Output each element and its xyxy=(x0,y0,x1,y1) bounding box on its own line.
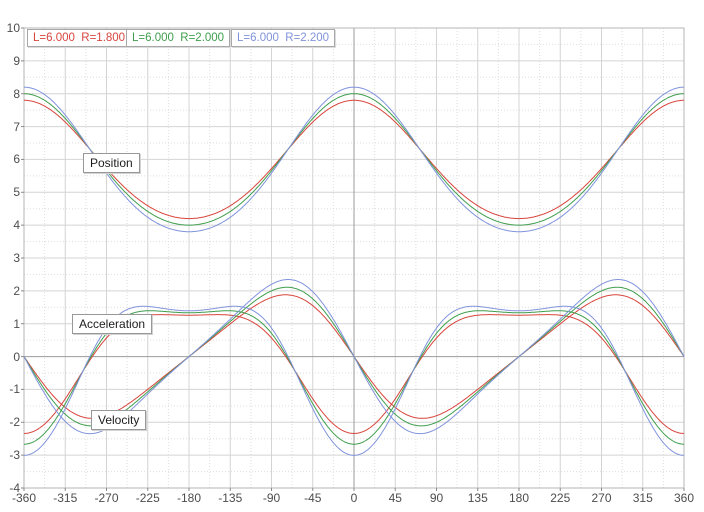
y-tick-label: 3 xyxy=(13,251,20,265)
y-tick-label: 10 xyxy=(6,21,20,35)
legend-series-3: L=6.000 R=2.200 xyxy=(231,29,336,47)
label-acceleration: Acceleration xyxy=(72,314,153,334)
legend-series-1: L=6.000 R=1.800 xyxy=(27,29,132,47)
velocity-curve xyxy=(23,279,685,435)
y-tick-label: 6 xyxy=(13,152,20,167)
x-tick-label: -45 xyxy=(304,491,322,505)
x-tick-label: 270 xyxy=(591,491,612,505)
y-tick-label: 1 xyxy=(13,316,20,331)
y-tick-label: -3 xyxy=(9,448,20,463)
x-tick-label: 135 xyxy=(467,491,488,505)
y-tick-label: 5 xyxy=(13,185,20,200)
x-tick-label: -315 xyxy=(53,491,78,505)
x-tick-label: 360 xyxy=(673,491,695,505)
label-position: Position xyxy=(83,153,140,173)
x-tick-label: 180 xyxy=(508,491,530,505)
x-tick-label: 90 xyxy=(429,491,444,505)
y-tick-label: 8 xyxy=(13,86,20,101)
legend-series-2: L=6.000 R=2.000 xyxy=(126,29,231,47)
x-tick-label: -135 xyxy=(218,491,243,505)
x-tick-label: -180 xyxy=(176,491,202,505)
y-tick-label: -4 xyxy=(9,481,20,495)
position-curve xyxy=(23,86,685,233)
y-tick-label: -2 xyxy=(9,415,20,430)
x-tick-label: -225 xyxy=(135,491,160,505)
acceleration-curve xyxy=(23,305,685,456)
x-tick-label: 225 xyxy=(550,491,571,505)
x-tick-label: -270 xyxy=(94,491,119,505)
y-tick-label: -1 xyxy=(9,382,20,397)
x-tick-label: 315 xyxy=(632,491,653,505)
position-curve xyxy=(24,93,684,226)
x-tick-label: 45 xyxy=(388,491,402,505)
y-tick-label: 7 xyxy=(13,119,20,134)
label-velocity: Velocity xyxy=(91,410,147,430)
x-tick-label: -90 xyxy=(262,491,281,505)
acceleration-curve xyxy=(24,310,684,445)
position-curve xyxy=(24,99,684,220)
x-tick-label: 0 xyxy=(350,491,358,505)
y-tick-label: 9 xyxy=(13,53,20,68)
y-tick-label: 4 xyxy=(13,218,20,233)
x-tick-label: -360 xyxy=(11,491,37,505)
y-tick-label: 2 xyxy=(13,283,20,298)
y-tick-label: 0 xyxy=(13,349,20,364)
